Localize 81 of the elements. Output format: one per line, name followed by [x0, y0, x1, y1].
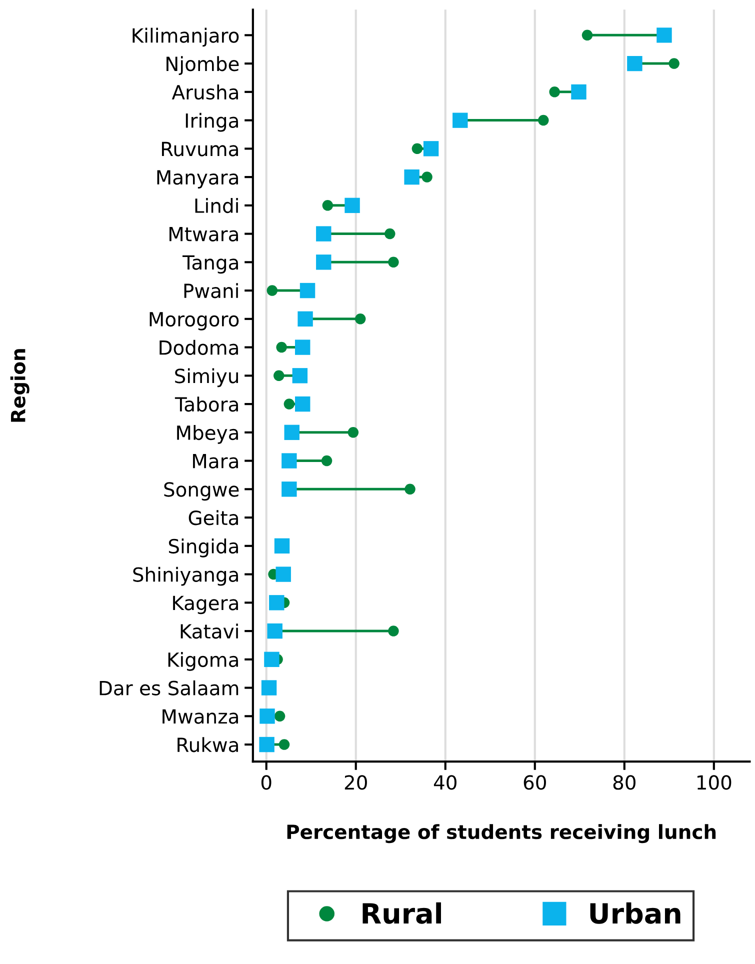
point — [292, 368, 308, 384]
y-tick-label: Singida — [168, 538, 238, 558]
y-tick-label: Manyara — [157, 170, 238, 188]
point — [294, 340, 310, 355]
y-tick-label: Tanga — [182, 255, 238, 274]
y-tick-label: Kigoma — [168, 652, 238, 671]
x-tick-label: 80 — [613, 775, 636, 790]
point — [582, 30, 593, 41]
y-tick-label: Iringa — [186, 112, 238, 132]
point — [274, 370, 284, 382]
point — [656, 28, 672, 43]
y-tick-label: Pwani — [184, 283, 238, 298]
point — [538, 114, 549, 126]
point — [412, 143, 423, 154]
point — [298, 311, 313, 327]
y-tick-label: Mbeya — [177, 425, 238, 444]
point — [627, 56, 642, 72]
point — [549, 86, 560, 98]
point — [344, 198, 360, 214]
point — [294, 396, 310, 412]
point — [348, 427, 359, 438]
y-tick-label: Ruvuma — [162, 142, 238, 156]
point — [404, 169, 420, 185]
x-tick-label: 0 — [261, 775, 272, 790]
point — [422, 172, 432, 182]
y-tick-label: Dodoma — [160, 340, 238, 355]
point — [321, 455, 332, 466]
point — [259, 736, 274, 752]
y-axis-title: Region — [10, 349, 30, 422]
point — [261, 680, 277, 696]
point — [284, 398, 295, 410]
point — [300, 282, 316, 298]
point — [278, 739, 290, 750]
x-tick-label: 100 — [697, 775, 732, 790]
y-tick-label: Mara — [193, 454, 238, 468]
y-tick-label: Tabora — [174, 396, 238, 412]
point — [668, 58, 680, 69]
y-tick-label: Mtwara — [170, 227, 238, 242]
point — [404, 484, 416, 495]
point — [269, 595, 284, 610]
y-tick-label: Geita — [188, 510, 238, 526]
x-axis-title: Percentage of students receiving lunch — [287, 824, 716, 844]
point — [267, 623, 282, 639]
point — [276, 566, 291, 582]
point — [274, 710, 286, 722]
point — [282, 482, 297, 497]
y-tick-label: Kilimanjaro — [132, 28, 239, 47]
y-tick-label: Morogoro — [150, 312, 239, 330]
y-tick-label: Arusha — [172, 84, 238, 100]
y-tick-label: Songwe — [164, 482, 239, 501]
point — [260, 708, 275, 724]
y-tick-label: Dar es Salaam — [100, 680, 238, 696]
x-tick-label: 60 — [524, 775, 546, 790]
point — [354, 314, 366, 324]
y-tick-label: Simiyu — [175, 368, 238, 388]
point — [276, 342, 287, 353]
point — [274, 538, 290, 554]
point — [452, 112, 468, 128]
point — [266, 285, 278, 296]
y-tick-label: Rukwa — [178, 737, 238, 752]
y-tick-label: Njombe — [166, 56, 239, 75]
legend-label: Rural — [362, 902, 441, 924]
x-tick-label: 40 — [434, 775, 456, 790]
y-tick-label: Shiniyanga — [133, 566, 238, 586]
y-tick-label: Mwanza — [162, 709, 238, 724]
point — [284, 424, 300, 440]
point — [388, 626, 399, 636]
point — [264, 652, 280, 668]
point — [384, 228, 396, 240]
point — [316, 226, 332, 242]
point — [423, 141, 439, 156]
y-tick-label: Katavi — [180, 624, 238, 639]
point — [316, 254, 332, 270]
point — [571, 84, 586, 100]
y-tick-label: Kagera — [173, 596, 238, 614]
point — [322, 200, 334, 211]
point — [282, 453, 297, 468]
x-tick-label: 20 — [344, 775, 367, 790]
point — [388, 256, 399, 268]
y-tick-label: Lindi — [195, 198, 238, 214]
legend-label: Urban — [590, 902, 680, 924]
